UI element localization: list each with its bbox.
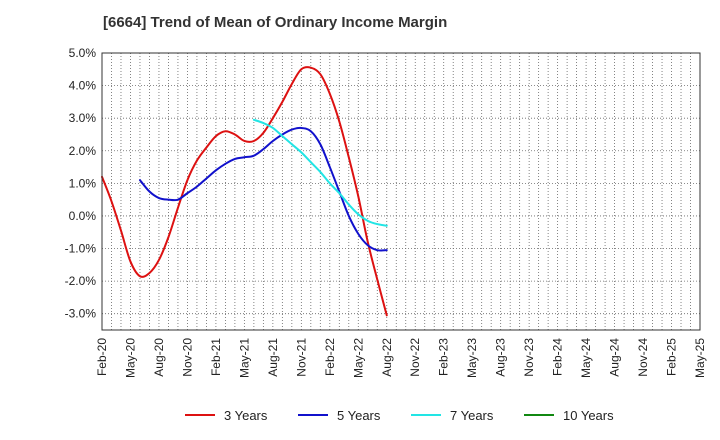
x-tick-label: Feb-20 [95, 338, 109, 376]
x-tick-label: Feb-25 [665, 338, 679, 376]
x-tick-label: May-25 [693, 338, 707, 378]
y-tick-label: 5.0% [69, 46, 97, 60]
y-tick-label: 2.0% [69, 144, 97, 158]
x-tick-label: May-20 [123, 338, 137, 378]
series-line-7-years [252, 118, 388, 227]
x-tick-label: Nov-20 [180, 338, 194, 377]
legend-label: 10 Years [563, 408, 614, 423]
x-tick-label: Nov-24 [636, 338, 650, 377]
y-tick-label: -2.0% [65, 274, 97, 288]
legend-label: 3 Years [224, 408, 268, 423]
x-tick-label: Feb-22 [323, 338, 337, 376]
x-tick-label: Nov-22 [408, 338, 422, 377]
y-axis-ticks: 5.0% 4.0% 3.0% 2.0% 1.0% 0.0% -1.0% -2.0% -3.0% [65, 46, 97, 321]
y-tick-label: -3.0% [65, 307, 97, 321]
x-tick-label: Aug-20 [152, 338, 166, 377]
chart-title: [6664] Trend of Mean of Ordinary Income … [103, 14, 448, 31]
series-line-3-years [101, 66, 388, 317]
x-tick-label: Aug-23 [494, 338, 508, 377]
x-tick-label: May-23 [465, 338, 479, 378]
legend-label: 7 Years [450, 408, 494, 423]
x-tick-label: Nov-23 [522, 338, 536, 377]
series-line-5-years [138, 126, 388, 252]
legend: 3 Years 5 Years 7 Years 10 Years [185, 408, 614, 423]
x-tick-label: Feb-23 [437, 338, 451, 376]
grid-layer [101, 52, 701, 330]
y-tick-label: 0.0% [69, 209, 97, 223]
y-tick-label: 3.0% [69, 111, 97, 125]
x-tick-label: Aug-22 [380, 338, 394, 377]
legend-label: 5 Years [337, 408, 381, 423]
x-tick-label: May-22 [351, 338, 365, 378]
y-tick-label: -1.0% [65, 242, 97, 256]
x-tick-label: May-24 [579, 338, 593, 378]
series-layer [101, 66, 388, 317]
x-tick-label: May-21 [237, 338, 251, 378]
y-tick-label: 1.0% [69, 176, 97, 190]
x-tick-label: Feb-24 [551, 338, 565, 376]
y-tick-label: 4.0% [69, 79, 97, 93]
x-tick-label: Nov-21 [294, 338, 308, 377]
x-tick-label: Feb-21 [209, 338, 223, 376]
x-axis-ticks: Feb-20 May-20 Aug-20 Nov-20 Feb-21 May-21 Aug-… [95, 338, 707, 378]
x-tick-label: Aug-24 [608, 338, 622, 377]
x-tick-label: Aug-21 [266, 338, 280, 377]
plot-frame [101, 52, 701, 331]
